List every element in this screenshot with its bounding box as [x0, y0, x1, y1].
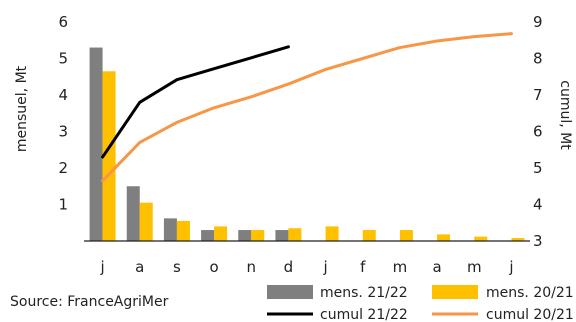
- y-right-tick-0: 3: [533, 232, 543, 250]
- bar-mens-2021-0: [102, 71, 116, 242]
- y-left-tick-2: 3: [58, 123, 68, 141]
- bar-mens-2021-9: [437, 234, 451, 241]
- y-left-tick-4: 5: [58, 50, 68, 68]
- lines-layer: [101, 32, 513, 183]
- bar-mens-2021-1: [139, 202, 153, 241]
- y-left-axis-label: mensuel, Mt: [14, 65, 30, 152]
- bar-mens-2122-3: [201, 230, 215, 241]
- y-right-tick-6: 9: [533, 13, 543, 31]
- legend-label-cumul-2021: cumul 20/21: [486, 307, 574, 322]
- line-cumul-2122: [101, 45, 290, 159]
- y-right-ticks: 3 4 5 6 7 8 9: [533, 13, 543, 250]
- x-tick-0: j: [99, 258, 104, 276]
- bar-mens-2122-4: [238, 230, 252, 241]
- bar-mens-2021-10: [474, 236, 488, 241]
- y-right-tick-3: 6: [533, 123, 543, 141]
- legend: mens. 21/22 mens. 20/21 cumul 21/22 cumu…: [267, 285, 574, 322]
- bar-mens-2021-7: [362, 230, 376, 241]
- bar-mens-2021-2: [176, 220, 190, 241]
- bar-mens-2122-0: [89, 47, 103, 241]
- y-right-tick-4: 7: [533, 86, 543, 104]
- y-left-ticks: 1 2 3 4 5 6: [58, 13, 68, 214]
- legend-label-mens-2122: mens. 21/22: [320, 285, 408, 301]
- y-left-tick-3: 4: [58, 86, 68, 104]
- bar-mens-2021-5: [288, 228, 302, 241]
- x-tick-2: s: [173, 258, 181, 276]
- x-tick-7: f: [360, 258, 366, 276]
- legend-swatch-mens-2122: [267, 285, 313, 299]
- bar-mens-2122-1: [126, 186, 140, 241]
- bar-mens-2021-8: [399, 230, 413, 241]
- x-tick-8: m: [393, 258, 408, 276]
- y-right-tick-2: 5: [533, 159, 543, 177]
- x-tick-4: n: [246, 258, 256, 276]
- y-right-tick-5: 8: [533, 50, 543, 68]
- x-tick-1: a: [135, 258, 144, 276]
- bar-mens-2122-2: [163, 218, 177, 241]
- x-tick-5: d: [284, 258, 294, 276]
- bar-mens-2021-11: [511, 238, 525, 241]
- x-tick-6: j: [322, 258, 327, 276]
- line-cumul-2021: [101, 32, 513, 183]
- bars-layer: [89, 47, 525, 242]
- x-tick-11: j: [508, 258, 513, 276]
- bar-mens-2021-6: [325, 226, 339, 241]
- y-right-tick-1: 4: [533, 196, 543, 214]
- y-left-tick-5: 6: [58, 13, 68, 31]
- legend-swatch-mens-2021: [432, 285, 478, 299]
- y-right-axis-label: cumul, Mt: [557, 80, 573, 150]
- legend-label-mens-2021: mens. 20/21: [486, 285, 574, 301]
- bar-mens-2021-3: [214, 226, 228, 241]
- y-left-tick-1: 2: [58, 159, 68, 177]
- x-tick-9: a: [432, 258, 441, 276]
- x-tick-3: o: [209, 258, 218, 276]
- y-left-tick-0: 1: [58, 196, 68, 214]
- bar-mens-2021-4: [251, 230, 265, 241]
- source-note: Source: FranceAgriMer: [10, 294, 169, 310]
- legend-label-cumul-2122: cumul 21/22: [320, 307, 408, 322]
- x-tick-10: m: [467, 258, 482, 276]
- bar-mens-2122-5: [275, 230, 289, 241]
